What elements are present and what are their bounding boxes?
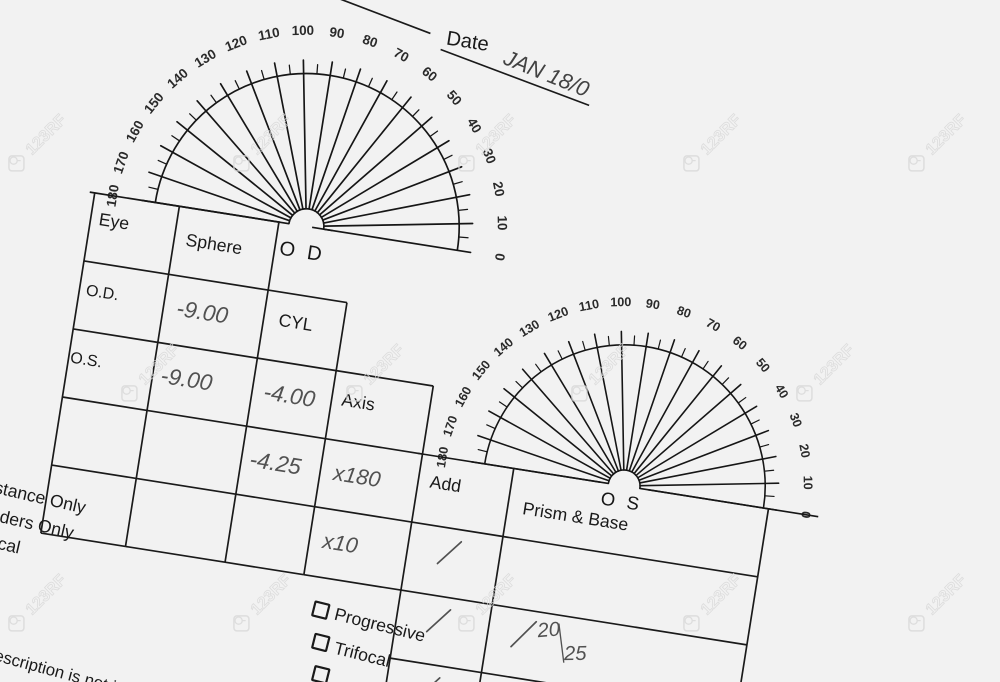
svg-text:100: 100 bbox=[610, 295, 631, 309]
svg-text:90: 90 bbox=[645, 296, 661, 312]
svg-text:20: 20 bbox=[796, 443, 812, 459]
svg-text:20: 20 bbox=[536, 618, 562, 642]
svg-text:20: 20 bbox=[490, 180, 508, 198]
svg-text:100: 100 bbox=[292, 23, 315, 38]
svg-text:90: 90 bbox=[328, 24, 345, 41]
svg-text:10: 10 bbox=[495, 215, 510, 230]
svg-text:25: 25 bbox=[563, 643, 588, 665]
svg-text:10: 10 bbox=[801, 476, 815, 490]
